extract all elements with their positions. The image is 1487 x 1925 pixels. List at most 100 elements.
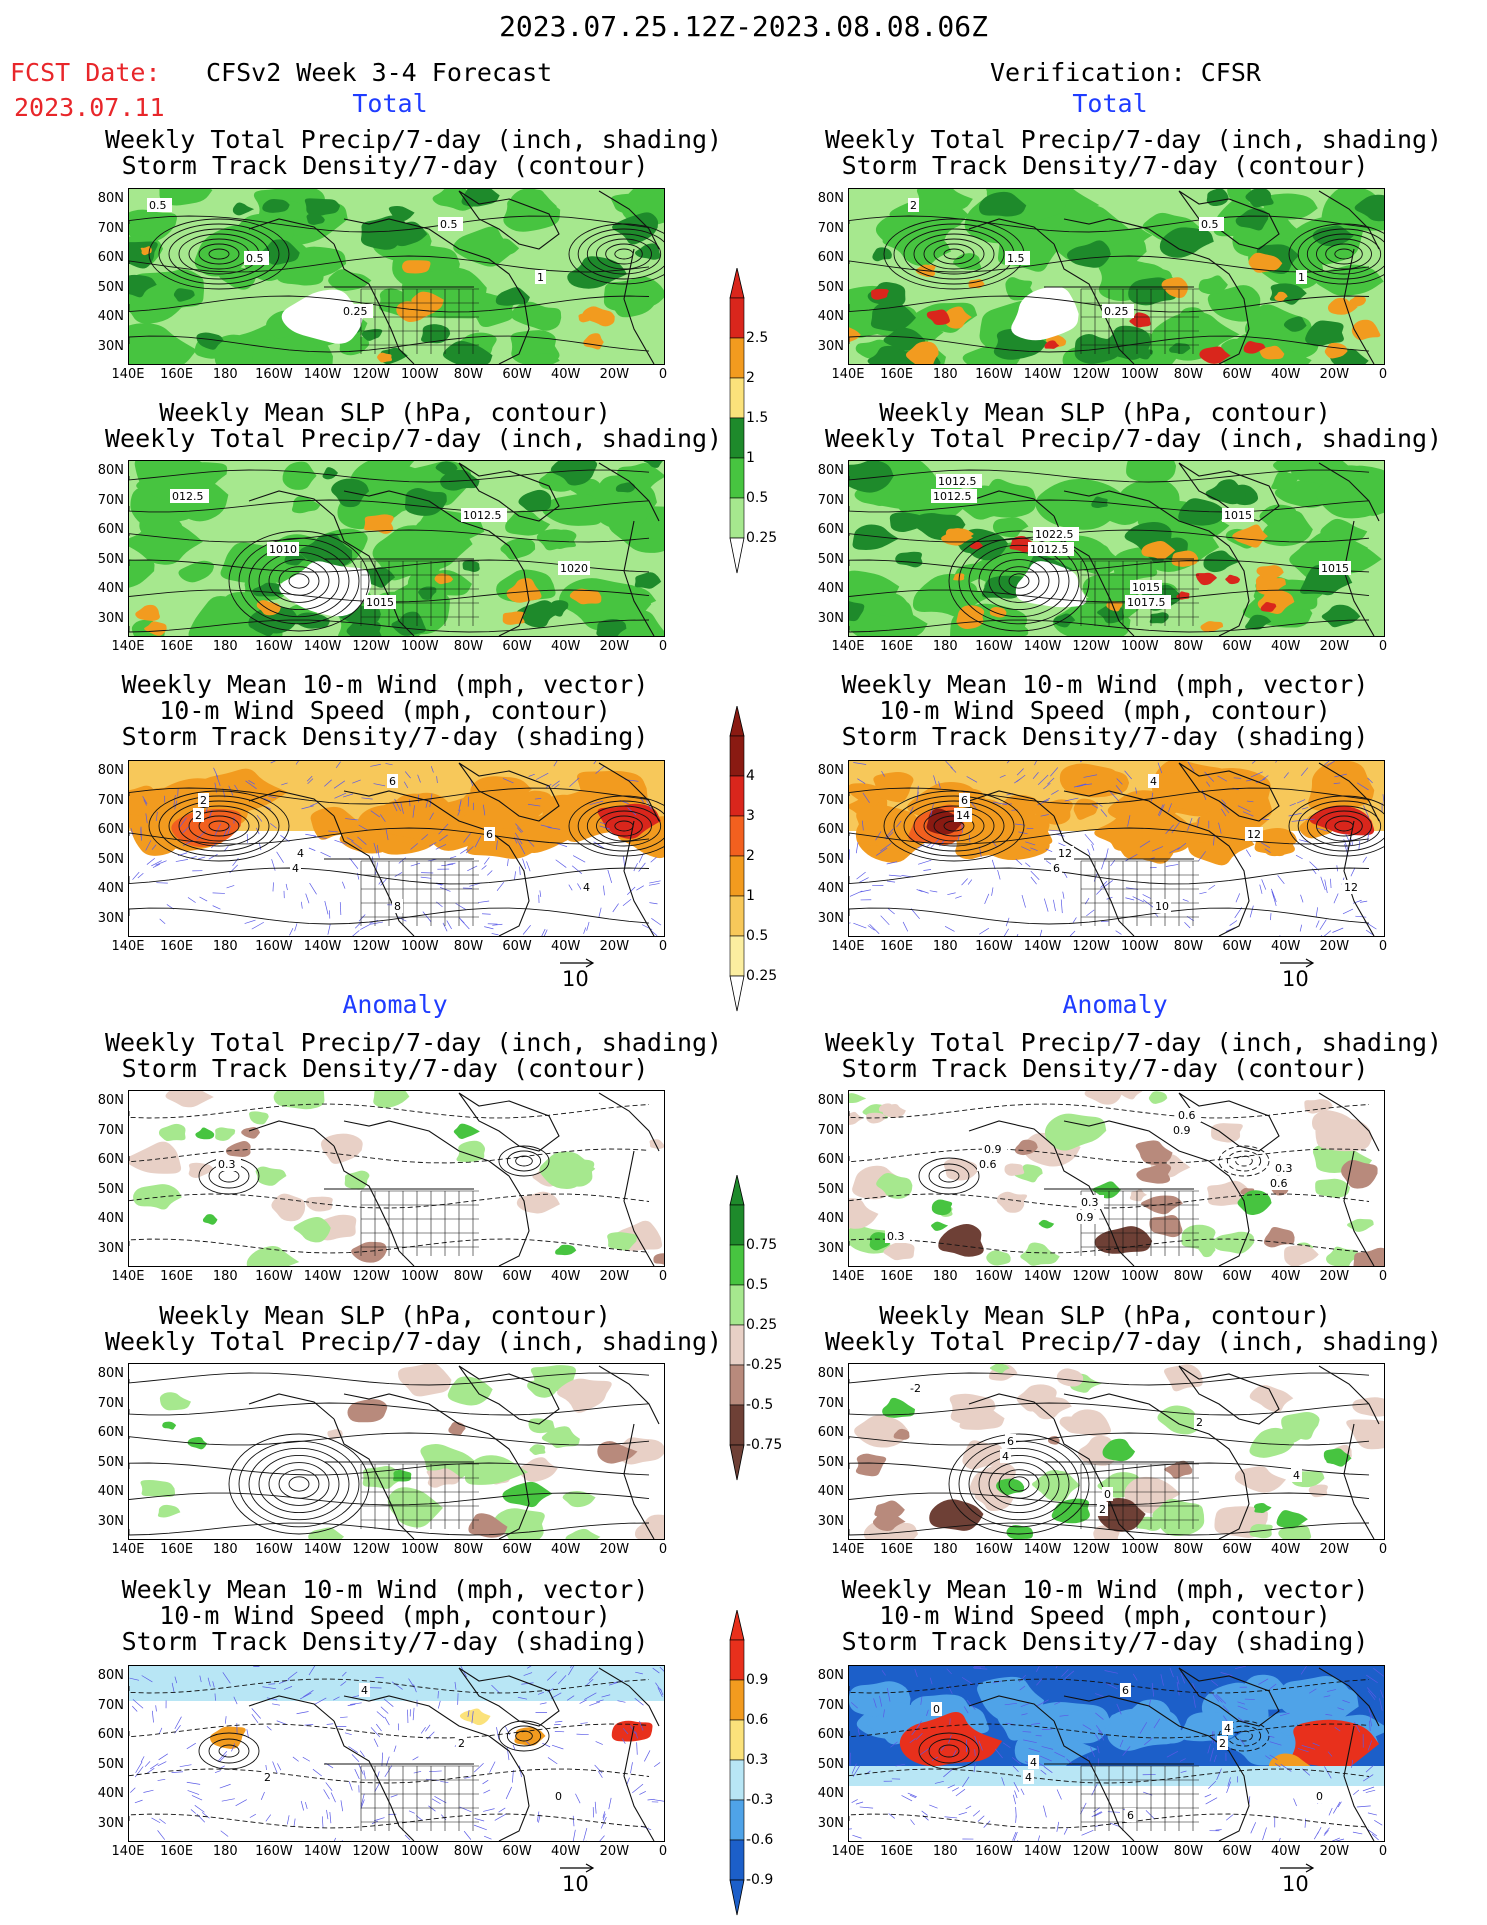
wind-vector (278, 1679, 290, 1684)
wind-vector (660, 1688, 664, 1696)
contour-label-bg (290, 861, 301, 875)
wind-vector (599, 825, 611, 830)
lat-label: 60N (817, 1152, 844, 1167)
coastline (1343, 248, 1375, 364)
precip-shading (945, 528, 974, 542)
wind-vector (862, 792, 870, 804)
anomaly-shading (308, 1527, 345, 1539)
wind-vector (1180, 1672, 1186, 1684)
wind-vector (213, 767, 219, 778)
anomaly-shading (562, 1491, 596, 1508)
wind-vector (186, 1742, 196, 1750)
lon-label: 180 (212, 1269, 238, 1284)
lat-label: 80N (97, 1366, 124, 1381)
wind-vector (922, 1814, 929, 1821)
wind-vector (1063, 872, 1068, 878)
slp-contour (988, 1462, 1050, 1506)
slp-contour (129, 1432, 650, 1446)
wind-vector (434, 1795, 447, 1804)
wind-vector (909, 1794, 917, 1799)
vector-reference-value: 10 (1282, 1872, 1309, 1896)
storm-contour (903, 228, 1005, 280)
forecast-slp-title-1: Weekly Mean SLP (hPa, contour) (159, 398, 611, 427)
wind-vector (602, 1813, 606, 1821)
wind-vector (159, 1818, 166, 1824)
precip-shading (1305, 320, 1344, 347)
wind-vector (518, 843, 526, 855)
contour-label-bg (1033, 527, 1079, 541)
lon-label: 140W (303, 1269, 342, 1284)
storm-shading (856, 805, 918, 851)
wind-vector (598, 907, 602, 918)
precip-anomaly-colorbar-label: -0.5 (746, 1397, 774, 1413)
anomaly-shading (1092, 1181, 1121, 1199)
contour-label-bg (262, 1770, 273, 1784)
wind-vector (394, 798, 402, 812)
wind-vector (404, 771, 411, 779)
wind-vector (385, 828, 389, 841)
forecast-slp-title-2: Weekly Total Precip/7-day (inch, shading… (105, 424, 723, 453)
contour-label: 4 (292, 862, 299, 875)
contour-label: 0.5 (246, 252, 264, 265)
contour-label-bg (1023, 1770, 1034, 1784)
wind-vector (576, 1733, 589, 1736)
wind-vector (1082, 1724, 1092, 1731)
wind-vector (1025, 841, 1036, 846)
contour-label-bg (438, 217, 463, 231)
wind-vector (955, 1788, 966, 1797)
lon-label: 80W (453, 639, 484, 654)
contour-label: 2 (458, 1737, 465, 1750)
slp-contour (129, 1522, 650, 1536)
wind-vector (409, 799, 411, 807)
precip-shading (1200, 621, 1224, 633)
wind-vector (1300, 894, 1304, 903)
wind-vector (1269, 1754, 1278, 1760)
wind-vector (910, 1819, 915, 1826)
wind-vector (1304, 1818, 1307, 1828)
wind-vector (383, 1698, 394, 1707)
wind-vector (608, 1797, 612, 1810)
wind-vector (938, 781, 941, 789)
verification-wind-anom-title-3: Storm Track Density/7-day (shading) (841, 1627, 1369, 1656)
anomaly-shading (140, 1480, 176, 1497)
storm-colorbar-label: 2 (746, 848, 755, 864)
anomaly-shading (133, 1184, 182, 1210)
wind-vector (429, 812, 434, 820)
precip-shading (615, 482, 636, 493)
wind-vector (1053, 899, 1056, 911)
storm-shading (129, 785, 173, 817)
wind-vector (507, 858, 509, 867)
contour-label: 0 (933, 1703, 940, 1716)
precip-shading (129, 209, 177, 244)
contour-label-bg (982, 1142, 1007, 1156)
verification-wind-title-1: Weekly Mean 10-m Wind (mph, vector) (841, 670, 1369, 699)
precip-shading (328, 269, 372, 291)
contour-label-bg (1005, 251, 1030, 265)
wind-vector (436, 901, 443, 908)
precip-shading (1256, 565, 1284, 581)
wind-vector (1012, 1765, 1019, 1772)
wind-vector (370, 763, 381, 767)
wind-vector (1308, 1688, 1317, 1694)
lon-label: 60W (502, 939, 532, 954)
precip-shading (434, 573, 454, 585)
precip-shading (569, 588, 602, 605)
anomaly-shading (255, 1166, 287, 1186)
contour-label: 6 (961, 794, 968, 807)
wind-vector (1356, 1805, 1371, 1808)
wind-vector (914, 1668, 918, 1678)
wind-vector (134, 1766, 144, 1778)
precip-shading (1261, 510, 1313, 547)
wind-vector (579, 1699, 587, 1704)
wind-vector (859, 877, 869, 883)
wind-vector (467, 1710, 470, 1718)
contour-label-bg (1296, 270, 1307, 284)
lon-label: 20W (1319, 1542, 1350, 1557)
wind-vector (916, 889, 923, 892)
storm-shading (171, 808, 242, 847)
lon-label: 40W (551, 1844, 581, 1859)
wind-vector (1326, 761, 1336, 767)
wind-vector (972, 1810, 981, 1817)
anomaly-shading (541, 1426, 580, 1449)
wind-vector (856, 871, 866, 880)
